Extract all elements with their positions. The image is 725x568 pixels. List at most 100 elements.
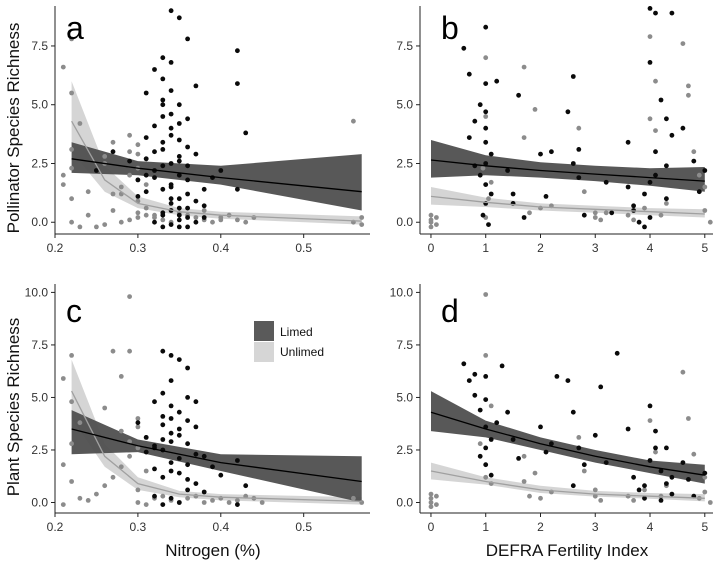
unlimed-fit-line xyxy=(430,470,705,499)
limed-ci-band xyxy=(71,410,362,503)
limed-point xyxy=(160,348,166,354)
limed-point xyxy=(647,215,653,220)
limed-point xyxy=(160,97,166,103)
limed-point xyxy=(193,151,199,157)
limed-point xyxy=(510,191,516,197)
limed-point xyxy=(176,470,182,476)
x-tick-label: 4 xyxy=(647,241,654,255)
limed-point xyxy=(243,130,249,136)
unlimed-point xyxy=(110,474,116,480)
limed-point xyxy=(653,149,658,155)
limed-point xyxy=(521,215,527,220)
unlimed-point xyxy=(118,464,124,470)
limed-point xyxy=(185,365,191,371)
unlimed-point xyxy=(359,222,365,228)
y-tick-label: 5.0 xyxy=(396,390,413,404)
limed-point xyxy=(193,451,199,457)
limed-point xyxy=(543,449,549,455)
limed-point xyxy=(176,409,182,415)
limed-point xyxy=(152,149,157,155)
y-axis-label-pollinator: Pollinator Species Richness xyxy=(4,23,23,234)
unlimed-point xyxy=(210,219,215,225)
unlimed-point xyxy=(135,215,141,220)
unlimed-point xyxy=(483,474,489,480)
limed-point xyxy=(636,219,642,225)
limed-point xyxy=(176,224,182,230)
limed-point xyxy=(653,172,658,178)
limed-fit-line xyxy=(71,428,362,483)
panel-letter: b xyxy=(441,10,459,46)
limed-point xyxy=(686,477,691,482)
limed-point xyxy=(461,45,467,51)
unlimed-point xyxy=(625,212,631,218)
limed-point xyxy=(480,212,486,218)
unlimed-point xyxy=(135,424,141,430)
limed-point xyxy=(185,224,191,230)
limed-point xyxy=(483,139,489,145)
limed-point xyxy=(176,137,182,143)
limed-point xyxy=(168,460,174,465)
unlimed-point xyxy=(143,468,149,474)
y-tick-label: 10.0 xyxy=(25,285,49,299)
unlimed-point xyxy=(143,205,149,211)
unlimed-point xyxy=(85,498,91,503)
unlimed-point xyxy=(201,208,207,213)
limed-point xyxy=(696,189,702,195)
unlimed-point xyxy=(642,205,647,211)
x-tick-label: 0 xyxy=(428,241,435,255)
y-tick-label: 0.0 xyxy=(31,495,48,509)
unlimed-point xyxy=(210,498,215,503)
limed-point xyxy=(143,435,149,440)
limed-point xyxy=(483,125,489,131)
limed-ci-band xyxy=(431,391,705,484)
limed-point xyxy=(143,449,149,455)
limed-point xyxy=(477,102,483,108)
limed-point xyxy=(581,212,587,218)
unlimed-point xyxy=(77,121,83,126)
limed-point xyxy=(614,350,620,356)
unlimed-point xyxy=(351,118,356,124)
limed-point xyxy=(160,224,166,230)
unlimed-point xyxy=(69,36,74,42)
limed-point xyxy=(653,428,658,434)
limed-point xyxy=(494,420,500,426)
unlimed-point xyxy=(702,208,708,213)
limed-point xyxy=(193,424,199,430)
unlimed-point xyxy=(653,449,658,455)
limed-point xyxy=(168,430,174,436)
unlimed-point xyxy=(118,374,124,379)
unlimed-point xyxy=(127,149,132,155)
limed-point xyxy=(185,487,191,493)
x-tick-label: 3 xyxy=(592,520,599,534)
limed-point xyxy=(570,409,576,415)
unlimed-point xyxy=(702,184,708,190)
unlimed-point xyxy=(576,125,582,131)
limed-point xyxy=(702,470,708,476)
limed-point xyxy=(642,191,647,197)
limed-point xyxy=(642,495,647,501)
unlimed-point xyxy=(135,416,141,421)
limed-point xyxy=(152,175,157,181)
limed-point xyxy=(625,139,631,145)
unlimed-point xyxy=(110,139,116,145)
limed-point xyxy=(642,224,647,230)
limed-point xyxy=(210,464,215,470)
limed-point xyxy=(466,71,472,77)
unlimed-point xyxy=(127,453,132,459)
panel-b: 0.0 2.5 5.0 7.5 0 1 2 3 4 5 b xyxy=(396,5,713,255)
unlimed-point xyxy=(152,215,157,220)
x-tick-label: 0.3 xyxy=(130,520,147,534)
limed-point xyxy=(235,81,240,86)
limed-point xyxy=(193,198,199,204)
unlimed-fit-line xyxy=(71,120,362,222)
limed-point xyxy=(461,361,467,367)
unlimed-point xyxy=(160,493,166,499)
unlimed-point xyxy=(647,34,653,39)
limed-point xyxy=(160,422,166,428)
unlimed-point xyxy=(185,495,191,501)
limed-point xyxy=(472,118,478,124)
limed-point xyxy=(168,495,174,501)
unlimed-point xyxy=(118,219,124,225)
limed-point xyxy=(135,177,141,183)
unlimed-point xyxy=(69,479,74,484)
